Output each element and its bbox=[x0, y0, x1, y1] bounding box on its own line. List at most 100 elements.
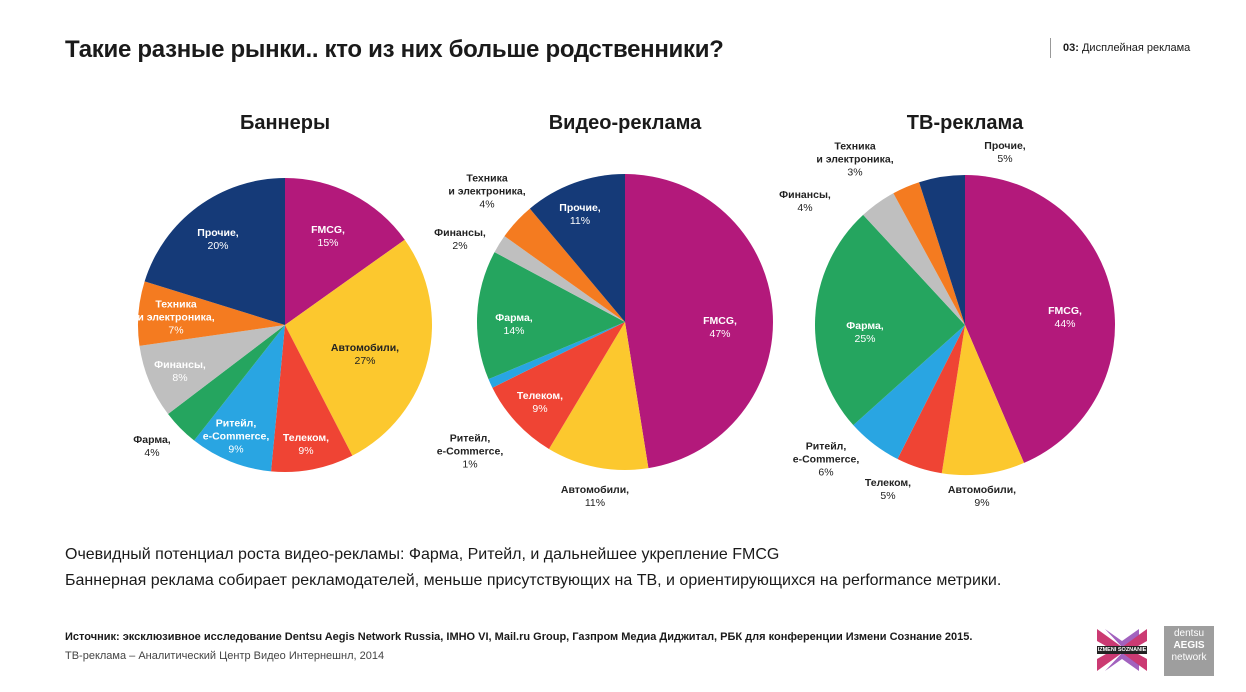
chart-title: ТВ-реклама bbox=[906, 112, 1024, 134]
section-number: 03: bbox=[1063, 42, 1079, 54]
category-label: Финансы, bbox=[434, 227, 486, 239]
pie-slice bbox=[139, 325, 285, 415]
slice-label: Ритейл, e-Commerce, 1% bbox=[437, 433, 504, 472]
category-label: FMCG, bbox=[311, 224, 345, 236]
slice-label: Ритейл, e-Commerce, 9% bbox=[203, 418, 270, 457]
slice-label: Фарма, 25% bbox=[846, 320, 883, 346]
pie-slice bbox=[529, 174, 625, 322]
category-label: Прочие, bbox=[197, 227, 239, 239]
value-label: 20% bbox=[207, 240, 229, 252]
pie-slice bbox=[492, 322, 625, 449]
value-label: 11% bbox=[584, 497, 606, 509]
value-label: 9% bbox=[228, 443, 244, 456]
slice-label: Прочие, 11% bbox=[559, 202, 600, 228]
logo-text: AEGIS bbox=[1173, 640, 1205, 651]
category-label: Техника и электроника, bbox=[448, 172, 526, 198]
pie-slice bbox=[919, 175, 965, 325]
pie-slice bbox=[941, 325, 1025, 476]
source-note: ТВ-реклама – Аналитический Центр Видео И… bbox=[65, 650, 385, 662]
value-label: 11% bbox=[569, 215, 591, 227]
pie-slice bbox=[285, 239, 432, 456]
slice-label: Автомобили, 11% bbox=[561, 484, 629, 510]
pie-slice bbox=[285, 178, 405, 325]
value-label: 44% bbox=[1054, 318, 1076, 330]
pie-slice bbox=[271, 325, 353, 472]
category-label: FMCG, bbox=[1048, 305, 1082, 317]
category-label: Автомобили, bbox=[947, 484, 1017, 496]
logo-text: IZMENI SOZNANIE bbox=[1097, 647, 1147, 653]
value-label: 3% bbox=[847, 166, 863, 179]
section-name: Дисплейная реклама bbox=[1081, 42, 1191, 54]
slice-label: Телеком, 9% bbox=[517, 390, 563, 416]
pie-slice bbox=[168, 325, 285, 441]
value-label: 4% bbox=[144, 447, 160, 459]
pie-slice bbox=[504, 208, 625, 322]
value-label: 15% bbox=[317, 237, 339, 249]
logo-text: network bbox=[1171, 652, 1207, 663]
category-label: Техника и электроника, bbox=[816, 140, 894, 166]
slice-label: Техника и электроника, 4% bbox=[448, 173, 525, 212]
value-label: 5% bbox=[997, 153, 1013, 165]
pie-slice bbox=[897, 325, 965, 474]
pie-slice bbox=[625, 174, 774, 469]
category-label: Техника и электроника, bbox=[137, 298, 215, 324]
logo-izmeni: IZMENI SOZNANIE bbox=[1093, 625, 1151, 675]
value-label: 5% bbox=[880, 490, 896, 502]
pie-slice bbox=[494, 236, 625, 322]
category-label: Финансы, bbox=[154, 359, 206, 371]
category-label: Фарма, bbox=[495, 312, 533, 324]
category-label: Телеком, bbox=[282, 432, 330, 444]
slice-label: Прочие, 20% bbox=[197, 227, 238, 253]
value-label: 4% bbox=[797, 202, 813, 214]
category-label: Автомобили, bbox=[560, 484, 630, 496]
value-label: 9% bbox=[974, 497, 990, 509]
logo-mark bbox=[1097, 629, 1147, 671]
pie-slice bbox=[853, 325, 965, 459]
slice-label: FMCG, 47% bbox=[703, 315, 737, 341]
slice-label: Техника и электроника, 7% bbox=[137, 299, 214, 338]
slice-label: Прочие, 5% bbox=[984, 140, 1025, 166]
category-label: Телеком, bbox=[864, 477, 912, 489]
pie-slice bbox=[144, 178, 285, 325]
section-label: 03: Дисплейная реклама bbox=[1050, 38, 1190, 58]
category-label: FMCG, bbox=[703, 315, 737, 327]
value-label: 2% bbox=[452, 240, 468, 252]
logo-dentsu: dentsu AEGIS network bbox=[1164, 626, 1214, 676]
category-label: Ритейл, e-Commerce, bbox=[436, 432, 504, 458]
category-label: Ритейл, e-Commerce, bbox=[792, 440, 860, 466]
category-label: Автомобили, bbox=[330, 342, 400, 354]
category-label: Прочие, bbox=[559, 202, 601, 214]
category-label: Телеком, bbox=[516, 390, 564, 402]
pie-slice bbox=[194, 325, 285, 472]
value-label: 4% bbox=[479, 198, 495, 211]
chart-title: Видео-реклама bbox=[548, 112, 702, 134]
slice-label: Финансы, 4% bbox=[779, 189, 831, 215]
note: Очевидный потенциал роста видео-рекламы:… bbox=[65, 546, 780, 563]
value-label: 9% bbox=[532, 403, 548, 415]
slice-label: Финансы, 2% bbox=[434, 227, 486, 253]
value-label: 14% bbox=[503, 325, 525, 337]
value-label: 6% bbox=[818, 466, 834, 479]
slice-label: FMCG, 15% bbox=[311, 224, 345, 250]
pie-slice bbox=[893, 182, 965, 325]
value-label: 47% bbox=[709, 328, 731, 340]
value-label: 25% bbox=[854, 333, 876, 345]
slice-label: Телеком, 5% bbox=[865, 477, 911, 503]
value-label: 1% bbox=[462, 458, 478, 471]
source: Источник: эксклюзивное исследование Dent… bbox=[65, 631, 973, 643]
category-label: Прочие, bbox=[984, 140, 1026, 152]
pie-slice bbox=[548, 322, 649, 471]
value-label: 7% bbox=[168, 324, 184, 337]
category-label: Фарма, bbox=[846, 320, 884, 332]
note: Баннерная реклама собирает рекламодателе… bbox=[65, 572, 1002, 589]
slice-label: Телеком, 9% bbox=[283, 432, 329, 458]
pie-slice bbox=[137, 281, 285, 346]
pie-slice bbox=[476, 252, 625, 380]
value-label: 8% bbox=[172, 372, 188, 384]
slide-title: Такие разные рынки.. кто из них больше р… bbox=[65, 36, 724, 63]
slice-label: Техника и электроника, 3% bbox=[816, 141, 893, 180]
value-label: 27% bbox=[354, 355, 376, 367]
slice-label: Фарма, 14% bbox=[495, 312, 532, 338]
